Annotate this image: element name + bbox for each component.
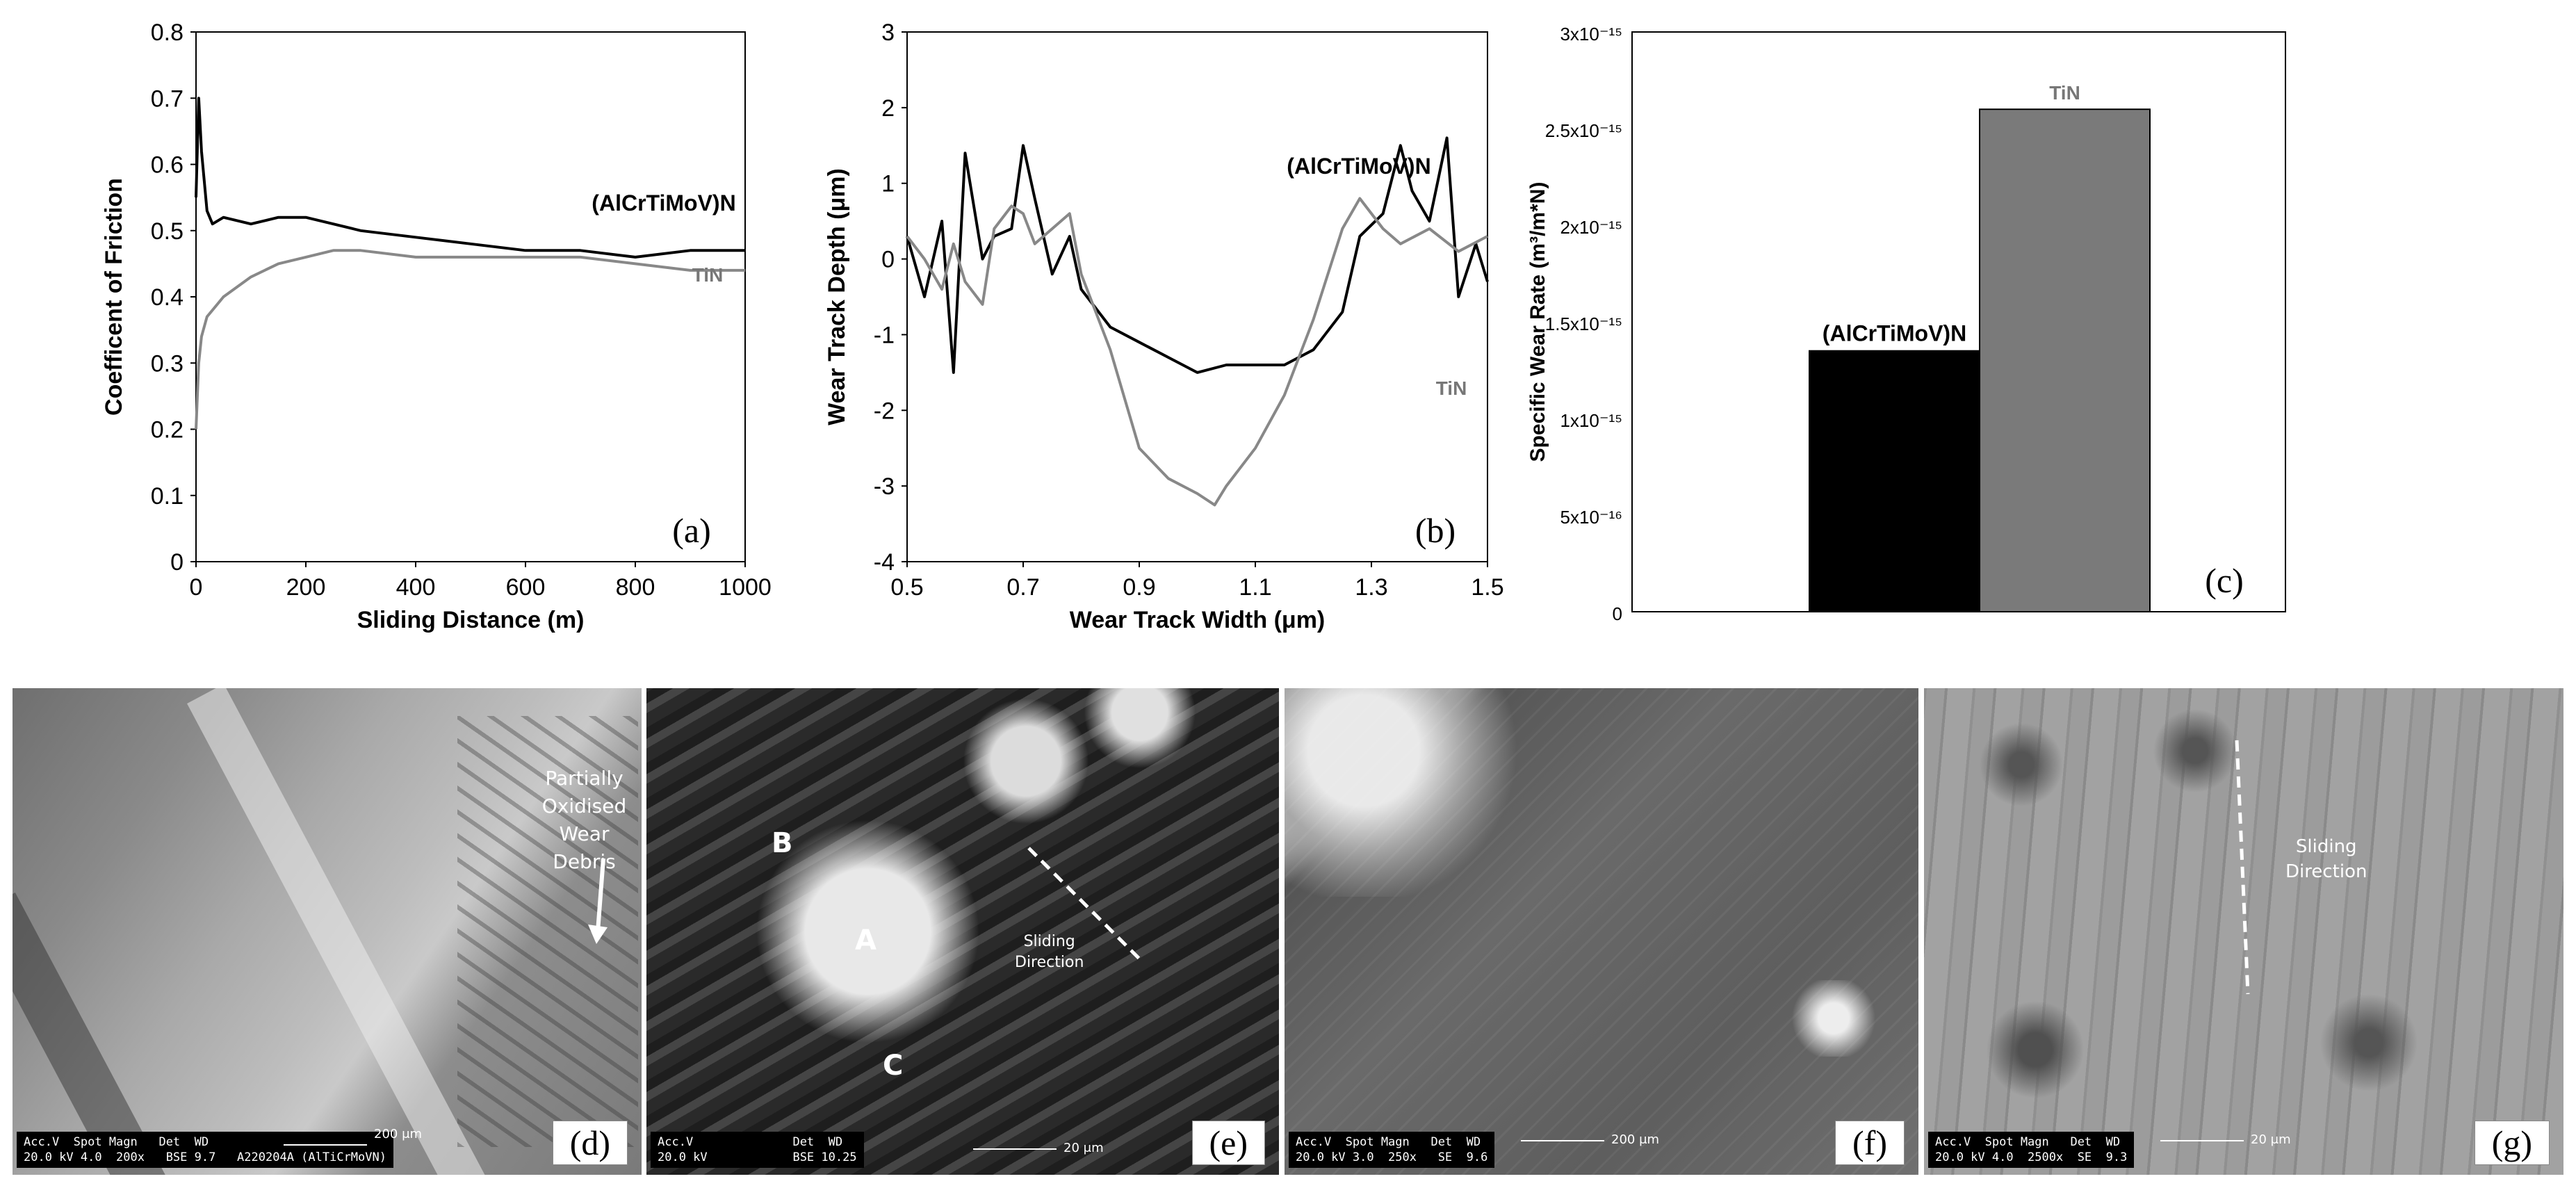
panel-label: (c): [2205, 561, 2244, 600]
chart-b-wear-profile: 0.5 0.7 0.9 1.1 1.3 1.5 -4 -3 -2 -1 0 1 2 3 Wear Track…: [824, 19, 1504, 633]
panel-label: (a): [672, 511, 711, 550]
x-tick-label: 1.5: [1471, 574, 1503, 601]
region-a: A: [855, 925, 877, 957]
y-tick-label: 3x10⁻¹⁵: [1560, 24, 1622, 44]
y-tick-label: -3: [874, 473, 895, 500]
y-tick-label: 2.5x10⁻¹⁵: [1545, 120, 1622, 141]
scale-bar-d: [284, 1144, 367, 1146]
series-label-tin: TiN: [692, 264, 724, 286]
x-tick-label: 0: [190, 574, 203, 601]
y-tick-label: 0: [1613, 603, 1622, 624]
y-tick-label: -1: [874, 322, 895, 348]
debris-annotation: Partially Oxidised Wear Debris: [541, 767, 627, 873]
y-tick-label: 0.3: [151, 350, 184, 377]
x-tick-label: 800: [616, 574, 655, 601]
x-tick-label: 1.3: [1355, 574, 1387, 601]
y-tick-label: 0.5: [151, 218, 184, 245]
sliding-direction-g: Sliding Direction: [2285, 836, 2367, 882]
panel-label-g: (g): [2474, 1121, 2550, 1165]
x-axis-label: Sliding Distance (m): [357, 607, 585, 633]
x-tick-label: 0.7: [1006, 574, 1039, 601]
y-tick-label: 5x10⁻¹⁶: [1560, 507, 1622, 528]
panel-label-e: (e): [1191, 1121, 1265, 1165]
region-b: B: [772, 827, 793, 859]
y-tick-label: 0.1: [151, 483, 184, 510]
scale-label-e: 20 μm: [1063, 1141, 1104, 1155]
y-tick-label: 0.8: [151, 19, 184, 46]
charts-figure: 0 200 400 600 800 100000.10.20.30.40.50.60.70…: [101, 19, 2286, 633]
micrograph-f: Acc.V Spot Magn Det WD 20.0 kV 3.0 250x …: [1285, 688, 1918, 1175]
series-line-tin: [906, 197, 1488, 507]
series-label-tin: TiN: [1436, 377, 1467, 399]
y-tick-label: -2: [874, 398, 895, 424]
chart-a-friction: 0 200 400 600 800 1000 0 0.1 0.2 0.3 0.4 0.5 0.6 0.7 0…: [101, 19, 772, 633]
micrograph-d: Partially Oxidised Wear Debris Acc.V Spot …: [13, 688, 642, 1175]
micrograph-e: B A C Sliding Direction Acc.V Det WD 20.0…: [646, 688, 1279, 1175]
x-tick-label: 1.1: [1239, 574, 1271, 601]
y-tick-label: 3: [881, 19, 895, 46]
series-line-alcrtimov-n: [906, 136, 1489, 374]
bar-label-alcrtimov-n: (AlCrTiMoV)N: [1823, 321, 1966, 346]
y-tick-label: 2x10⁻¹⁵: [1560, 217, 1622, 238]
databar-e: Acc.V Det WD 20.0 kV BSE 10.25: [651, 1132, 864, 1168]
y-tick-label: 0.4: [151, 284, 184, 311]
databar-g: Acc.V Spot Magn Det WD 20.0 kV 4.0 2500x…: [1928, 1132, 2135, 1168]
panel-label-d: (d): [552, 1121, 628, 1165]
scale-bar-f: [1521, 1140, 1604, 1141]
y-axis-label: Wear Track Depth (μm): [824, 168, 850, 425]
bar-alcrtimov-n: [1809, 350, 1980, 612]
y-tick-label: 2: [881, 95, 895, 122]
bar-label-tin: TiN: [2049, 82, 2080, 104]
series-label-alcrtimov-n: (AlCrTiMoV)N: [592, 190, 735, 215]
chart-c-wear-rate: 0 5x10⁻¹⁶ 1x10⁻¹⁵ 1.5x10⁻¹⁵ 2x10⁻¹⁵ 2.5x10⁻¹⁵…: [1526, 24, 2286, 624]
debris-arrow: [588, 858, 608, 944]
y-tick-label: 0.6: [151, 152, 184, 179]
scale-bar-g: [2160, 1140, 2244, 1141]
series-line-alcrtimov-n: [195, 97, 745, 259]
bar-tin: [1979, 108, 2151, 612]
y-tick-label: 1: [881, 171, 895, 197]
x-tick-label: 600: [506, 574, 546, 601]
y-tick-label: -4: [874, 549, 895, 576]
sliding-direction-e: Sliding Direction: [1015, 933, 1084, 971]
panel-label-f: (f): [1835, 1121, 1905, 1165]
databar-d: Acc.V Spot Magn Det WD 20.0 kV 4.0 200x …: [17, 1132, 393, 1168]
plot-frame: [195, 31, 746, 562]
direction-line-g: [2235, 740, 2250, 995]
x-tick-label: 0.5: [890, 574, 923, 601]
x-axis-label: Wear Track Width (μm): [1070, 607, 1326, 633]
y-tick-label: 1.5x10⁻¹⁵: [1545, 314, 1622, 334]
region-c: C: [883, 1050, 904, 1082]
scale-label-g: 20 μm: [2251, 1132, 2291, 1147]
panel-label: (b): [1415, 511, 1456, 550]
x-tick-label: 1000: [719, 574, 772, 601]
x-tick-label: 200: [286, 574, 326, 601]
y-tick-label: 0.2: [151, 417, 184, 444]
micrograph-g: Sliding Direction Acc.V Spot Magn Det WD …: [1924, 688, 2563, 1175]
x-tick-label: 0.9: [1123, 574, 1155, 601]
scale-label-d: 200 μm: [374, 1127, 423, 1141]
series-label-alcrtimov-n: (AlCrTiMoV)N: [1287, 154, 1430, 179]
y-tick-label: 1x10⁻¹⁵: [1560, 410, 1622, 431]
series-line-tin: [195, 249, 745, 430]
y-tick-label: 0: [170, 549, 184, 576]
y-tick-label: 0.7: [151, 86, 184, 112]
x-tick-label: 400: [396, 574, 436, 601]
scale-bar-e: [973, 1148, 1057, 1150]
scale-label-f: 200 μm: [1611, 1132, 1660, 1147]
databar-f: Acc.V Spot Magn Det WD 20.0 kV 3.0 250x …: [1289, 1132, 1495, 1168]
plot-frame: [906, 31, 1488, 562]
y-axis-label: Specific Wear Rate (m³/m*N): [1526, 182, 1549, 462]
y-tick-label: 0: [881, 247, 895, 273]
y-axis-label: Coefficent of Friction: [101, 178, 127, 416]
direction-line-e: [1027, 847, 1141, 961]
